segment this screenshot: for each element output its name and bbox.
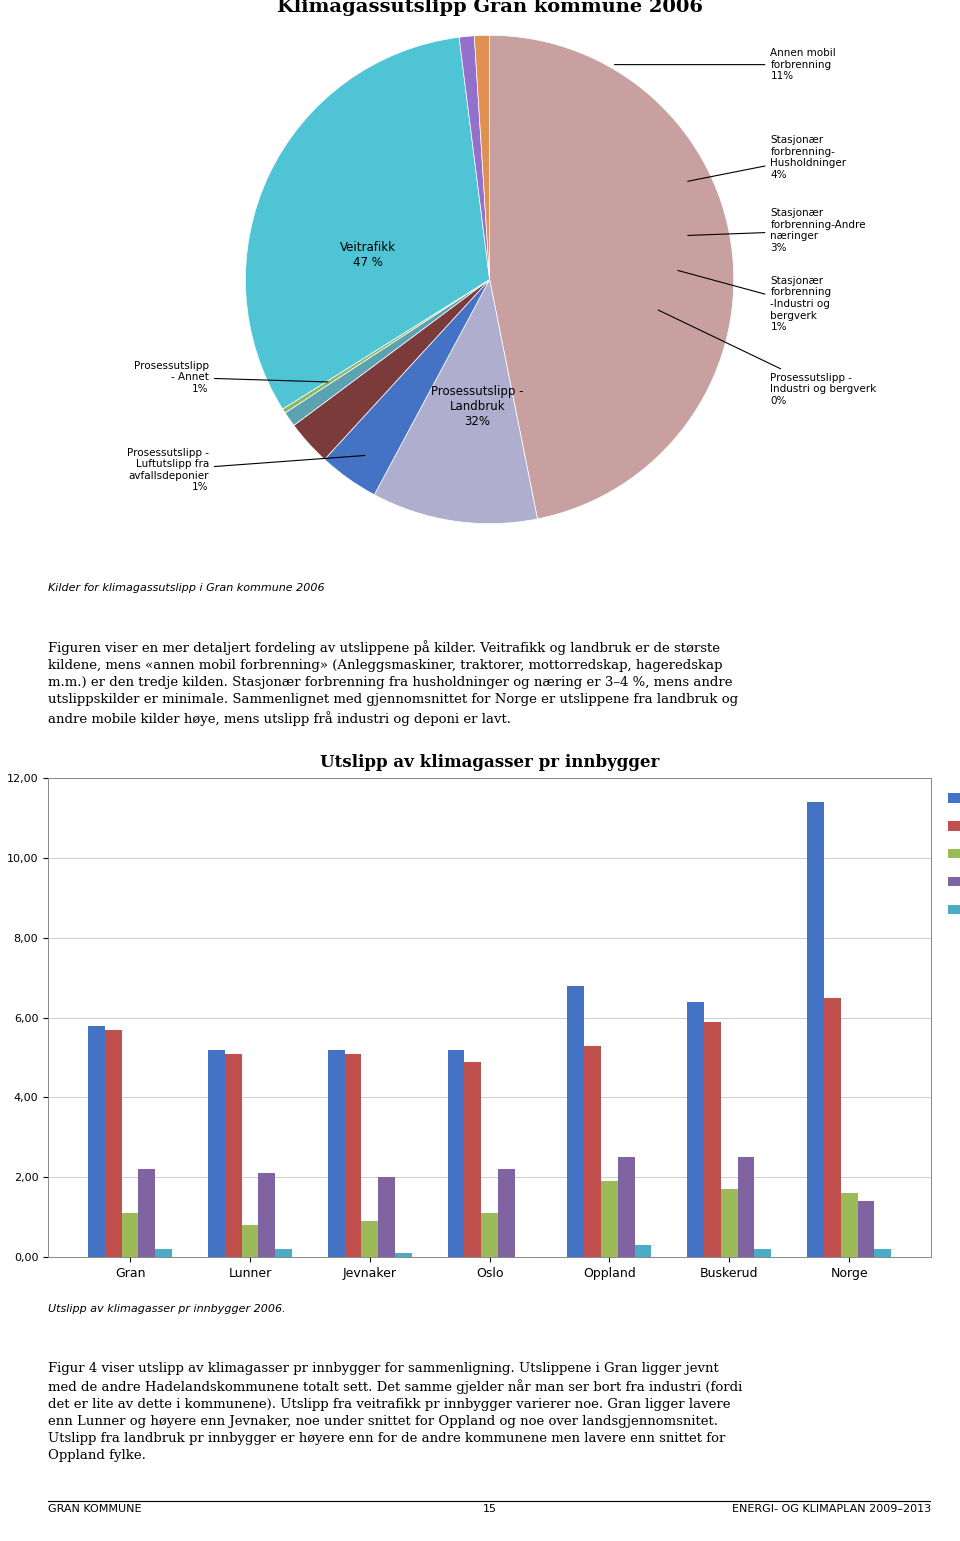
Bar: [138, 1170, 156, 1257]
Bar: [276, 1250, 292, 1257]
Bar: [498, 1170, 515, 1257]
Text: Prosessutslipp -
Industri og bergverk
0%: Prosessutslipp - Industri og bergverk 0%: [659, 310, 876, 405]
Text: Figur 4 viser utslipp av klimagasser pr innbygger for sammenligning. Utslippene : Figur 4 viser utslipp av klimagasser pr …: [48, 1362, 742, 1462]
Bar: [122, 1213, 138, 1257]
Wedge shape: [294, 279, 490, 459]
Text: GRAN KOMMUNE: GRAN KOMMUNE: [48, 1504, 141, 1515]
Bar: [755, 1250, 771, 1257]
Bar: [156, 1250, 172, 1257]
Bar: [737, 1157, 755, 1257]
Text: Veitrafikk
47 %: Veitrafikk 47 %: [340, 240, 396, 270]
Wedge shape: [374, 279, 538, 524]
Bar: [395, 1253, 412, 1257]
Bar: [601, 1182, 618, 1257]
Wedge shape: [285, 279, 490, 425]
Text: ENERGI- OG KLIMAPLAN 2009–2013: ENERGI- OG KLIMAPLAN 2009–2013: [732, 1504, 931, 1515]
Bar: [242, 1225, 258, 1257]
Text: Prosessutslipp -
Luftutslipp fra
avfallsdeponier
1%: Prosessutslipp - Luftutslipp fra avfalls…: [127, 447, 365, 492]
Wedge shape: [474, 35, 490, 279]
Bar: [841, 1193, 857, 1257]
Bar: [447, 1049, 465, 1257]
Bar: [88, 1026, 105, 1257]
Bar: [857, 1200, 875, 1257]
Text: Figuren viser en mer detaljert fordeling av utslippene på kilder. Veitrafikk og : Figuren viser en mer detaljert fordeling…: [48, 641, 738, 726]
Title: Utslipp av klimagasser pr innbygger: Utslipp av klimagasser pr innbygger: [320, 755, 660, 772]
Text: Annen mobil
forbrenning
11%: Annen mobil forbrenning 11%: [614, 48, 836, 82]
Bar: [875, 1250, 891, 1257]
Text: Prosessutslipp -
Landbruk
32%: Prosessutslipp - Landbruk 32%: [431, 385, 523, 428]
Bar: [721, 1190, 737, 1257]
Wedge shape: [246, 37, 490, 408]
Bar: [225, 1054, 242, 1257]
Bar: [378, 1177, 395, 1257]
Wedge shape: [459, 35, 490, 279]
Bar: [327, 1049, 345, 1257]
Bar: [618, 1157, 635, 1257]
Bar: [208, 1049, 225, 1257]
Bar: [824, 997, 841, 1257]
Text: Kilder for klimagassutslipp i Gran kommune 2006: Kilder for klimagassutslipp i Gran kommu…: [48, 582, 324, 593]
Bar: [704, 1022, 721, 1257]
Wedge shape: [282, 279, 490, 413]
Wedge shape: [490, 35, 733, 519]
Text: Stasjonær
forbrenning-
Husholdninger
4%: Stasjonær forbrenning- Husholdninger 4%: [687, 136, 847, 182]
Bar: [258, 1173, 276, 1257]
Legend: Totalt utslipp pr
innbygger, Utslipp pr innbygger
uten industri, Utslipp fra hus: Totalt utslipp pr innbygger, Utslipp pr …: [946, 784, 960, 923]
Bar: [635, 1245, 652, 1257]
Bar: [361, 1220, 378, 1257]
Text: Stasjonær
forbrenning
-Industri og
bergverk
1%: Stasjonær forbrenning -Industri og bergv…: [678, 271, 831, 333]
Bar: [567, 986, 585, 1257]
Text: Stasjonær
forbrenning-Andre
næringer
3%: Stasjonær forbrenning-Andre næringer 3%: [687, 208, 866, 253]
Bar: [105, 1029, 122, 1257]
Bar: [481, 1213, 498, 1257]
Bar: [807, 803, 824, 1257]
Wedge shape: [324, 279, 490, 495]
Bar: [345, 1054, 361, 1257]
Text: 15: 15: [483, 1504, 496, 1515]
Bar: [687, 1002, 704, 1257]
Text: Prosessutslipp
- Annet
1%: Prosessutslipp - Annet 1%: [133, 361, 328, 394]
Text: Utslipp av klimagasser pr innbygger 2006.: Utslipp av klimagasser pr innbygger 2006…: [48, 1304, 286, 1314]
Bar: [465, 1062, 481, 1257]
Title: Klimagassutslipp Gran kommune 2006: Klimagassutslipp Gran kommune 2006: [276, 0, 703, 15]
Bar: [585, 1046, 601, 1257]
